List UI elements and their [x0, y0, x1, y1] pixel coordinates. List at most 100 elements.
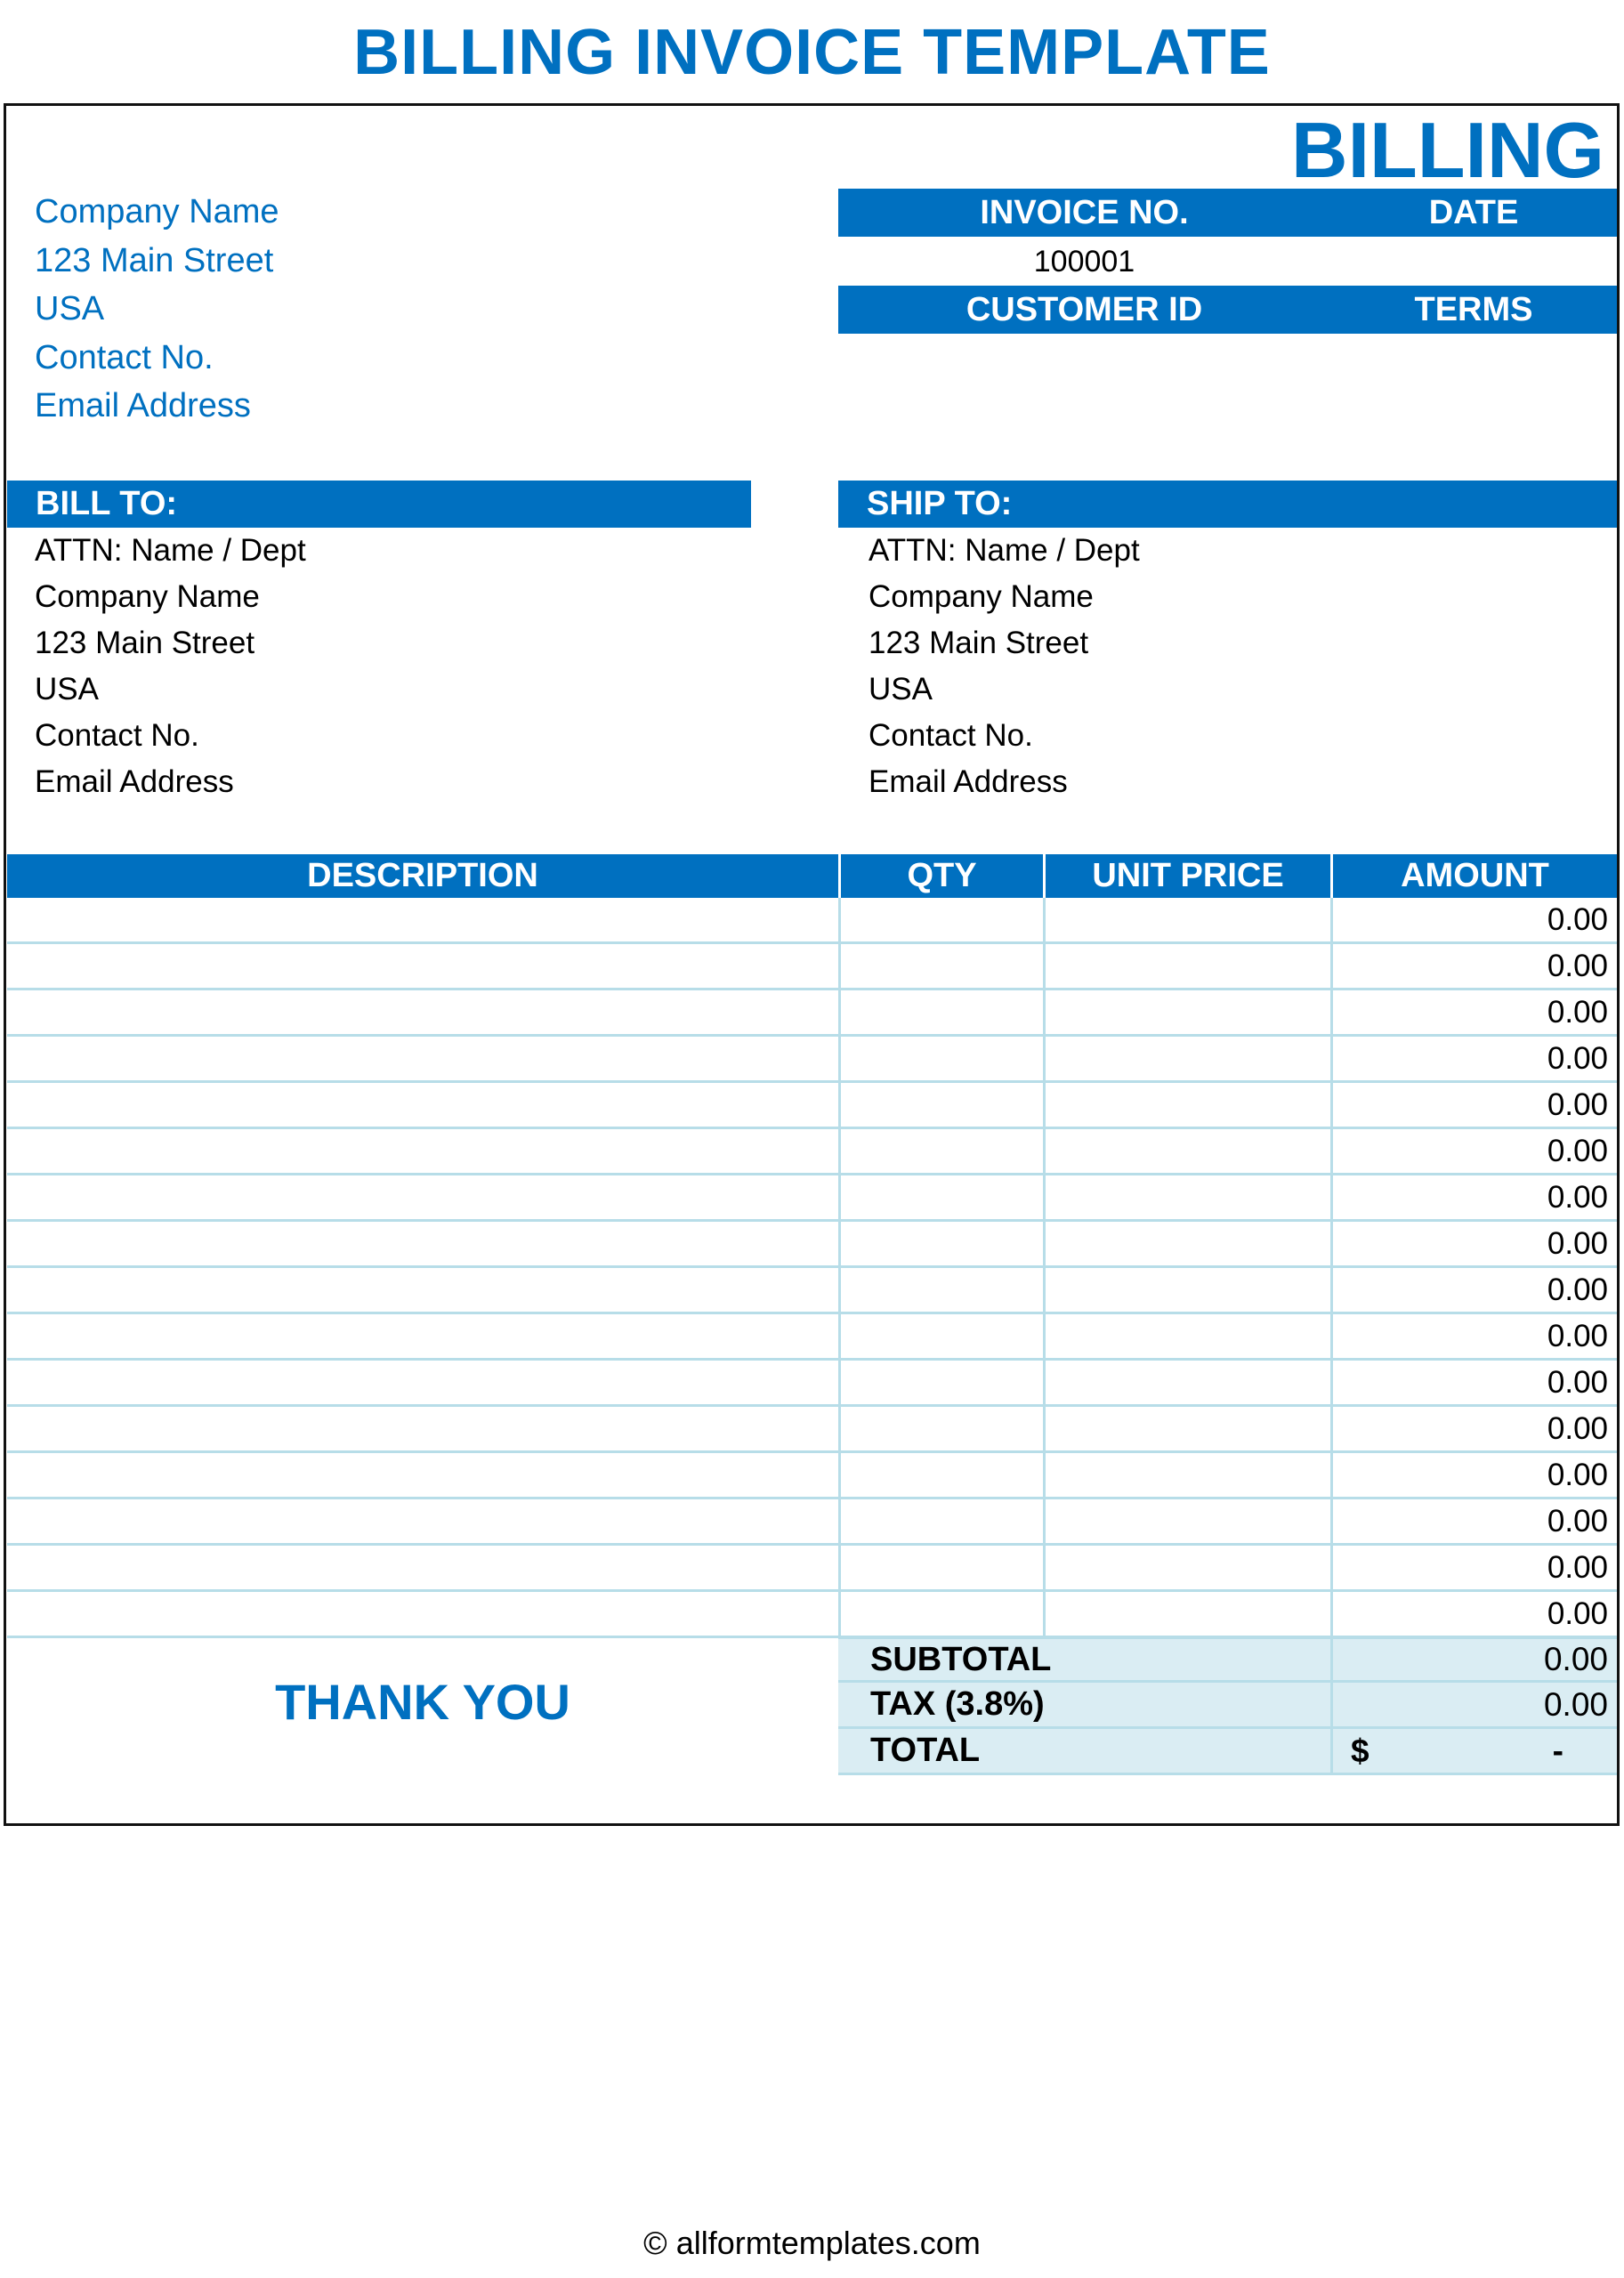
ship-to-line[interactable]: USA: [869, 672, 933, 707]
qty-cell[interactable]: [838, 944, 1043, 988]
from-contact[interactable]: Contact No.: [35, 339, 214, 376]
qty-cell[interactable]: [838, 1083, 1043, 1127]
qty-cell[interactable]: [838, 1546, 1043, 1589]
amount-cell: 0.00: [1330, 1083, 1617, 1127]
invoice-frame: [4, 103, 1620, 1826]
amount-cell: 0.00: [1330, 1037, 1617, 1080]
description-cell[interactable]: [7, 990, 838, 1034]
description-cell[interactable]: [7, 1546, 838, 1589]
description-cell[interactable]: [7, 944, 838, 988]
amount-cell: 0.00: [1330, 1268, 1617, 1312]
unit-price-cell[interactable]: [1043, 1453, 1330, 1497]
amount-cell: 0.00: [1330, 1175, 1617, 1219]
table-row: 0.00: [7, 1546, 1617, 1592]
total-row: TOTAL $ -: [838, 1729, 1617, 1775]
unit-price-cell[interactable]: [1043, 1222, 1330, 1265]
qty-cell[interactable]: [838, 1407, 1043, 1450]
table-row: 0.00: [7, 1175, 1617, 1222]
column-description: DESCRIPTION: [307, 857, 538, 894]
table-row: 0.00: [7, 944, 1617, 990]
table-row: 0.00: [7, 1499, 1617, 1546]
qty-cell[interactable]: [838, 1499, 1043, 1543]
bill-to-line[interactable]: USA: [35, 672, 99, 707]
unit-price-cell[interactable]: [1043, 1083, 1330, 1127]
amount-cell: 0.00: [1330, 1407, 1617, 1450]
tax-row: TAX (3.8%) 0.00: [838, 1683, 1617, 1729]
description-cell[interactable]: [7, 1222, 838, 1265]
qty-cell[interactable]: [838, 990, 1043, 1034]
from-street[interactable]: 123 Main Street: [35, 242, 274, 279]
unit-price-cell[interactable]: [1043, 944, 1330, 988]
qty-cell[interactable]: [838, 1314, 1043, 1358]
ship-to-line[interactable]: Company Name: [869, 579, 1094, 614]
ship-to-line[interactable]: ATTN: Name / Dept: [869, 533, 1140, 568]
description-cell[interactable]: [7, 1083, 838, 1127]
unit-price-cell[interactable]: [1043, 1546, 1330, 1589]
unit-price-cell[interactable]: [1043, 898, 1330, 941]
description-cell[interactable]: [7, 1592, 838, 1636]
amount-cell: 0.00: [1330, 1546, 1617, 1589]
qty-cell[interactable]: [838, 1592, 1043, 1636]
from-company[interactable]: Company Name: [35, 193, 279, 230]
unit-price-cell[interactable]: [1043, 1499, 1330, 1543]
customer-header-bar: CUSTOMER ID TERMS: [838, 286, 1617, 334]
unit-price-cell[interactable]: [1043, 1268, 1330, 1312]
description-cell[interactable]: [7, 1175, 838, 1219]
total-label: TOTAL: [870, 1732, 981, 1769]
bill-to-line[interactable]: Contact No.: [35, 718, 199, 753]
bill-to-line[interactable]: ATTN: Name / Dept: [35, 533, 306, 568]
table-row: 0.00: [7, 1453, 1617, 1499]
unit-price-cell[interactable]: [1043, 1129, 1330, 1173]
total-value-cell: $ -: [1330, 1729, 1617, 1773]
description-cell[interactable]: [7, 1453, 838, 1497]
description-cell[interactable]: [7, 1499, 838, 1543]
invoice-no-value[interactable]: 100001: [1033, 245, 1135, 279]
description-cell[interactable]: [7, 1314, 838, 1358]
line-items-table: DESCRIPTION QTY UNIT PRICE AMOUNT 0.00 0.…: [7, 854, 1617, 1638]
ship-to-line[interactable]: 123 Main Street: [869, 626, 1089, 660]
description-cell[interactable]: [7, 1129, 838, 1173]
unit-price-cell[interactable]: [1043, 1037, 1330, 1080]
table-row: 0.00: [7, 1407, 1617, 1453]
bill-to-line[interactable]: Company Name: [35, 579, 260, 614]
table-row: 0.00: [7, 990, 1617, 1037]
currency-symbol: $: [1351, 1732, 1369, 1769]
amount-cell: 0.00: [1330, 1453, 1617, 1497]
ship-to-header: SHIP TO:: [838, 481, 1617, 528]
column-amount: AMOUNT: [1330, 854, 1617, 898]
terms-label: TERMS: [1414, 290, 1533, 328]
table-header: DESCRIPTION QTY UNIT PRICE AMOUNT: [7, 854, 1617, 898]
description-cell[interactable]: [7, 1407, 838, 1450]
unit-price-cell[interactable]: [1043, 1361, 1330, 1404]
qty-cell[interactable]: [838, 1037, 1043, 1080]
unit-price-cell[interactable]: [1043, 1314, 1330, 1358]
unit-price-cell[interactable]: [1043, 1175, 1330, 1219]
unit-price-cell[interactable]: [1043, 990, 1330, 1034]
terms-value[interactable]: [1330, 335, 1617, 383]
unit-price-cell[interactable]: [1043, 1407, 1330, 1450]
footer-copyright[interactable]: © allformtemplates.com: [643, 2225, 981, 2261]
ship-to-line[interactable]: Email Address: [869, 764, 1068, 799]
customer-id-label: CUSTOMER ID: [966, 290, 1203, 328]
bill-to-line[interactable]: Email Address: [35, 764, 234, 799]
description-cell[interactable]: [7, 1037, 838, 1080]
ship-to-line[interactable]: Contact No.: [869, 718, 1033, 753]
unit-price-cell[interactable]: [1043, 1592, 1330, 1636]
description-cell[interactable]: [7, 1361, 838, 1404]
qty-cell[interactable]: [838, 1222, 1043, 1265]
table-row: 0.00: [7, 1222, 1617, 1268]
from-email[interactable]: Email Address: [35, 387, 251, 424]
from-country[interactable]: USA: [35, 290, 105, 327]
date-value[interactable]: [1330, 238, 1617, 286]
qty-cell[interactable]: [838, 898, 1043, 941]
qty-cell[interactable]: [838, 1129, 1043, 1173]
qty-cell[interactable]: [838, 1175, 1043, 1219]
description-cell[interactable]: [7, 898, 838, 941]
qty-cell[interactable]: [838, 1268, 1043, 1312]
bill-to-line[interactable]: 123 Main Street: [35, 626, 255, 660]
description-cell[interactable]: [7, 1268, 838, 1312]
date-label: DATE: [1428, 193, 1519, 231]
qty-cell[interactable]: [838, 1361, 1043, 1404]
qty-cell[interactable]: [838, 1453, 1043, 1497]
customer-id-value[interactable]: [838, 335, 1330, 383]
